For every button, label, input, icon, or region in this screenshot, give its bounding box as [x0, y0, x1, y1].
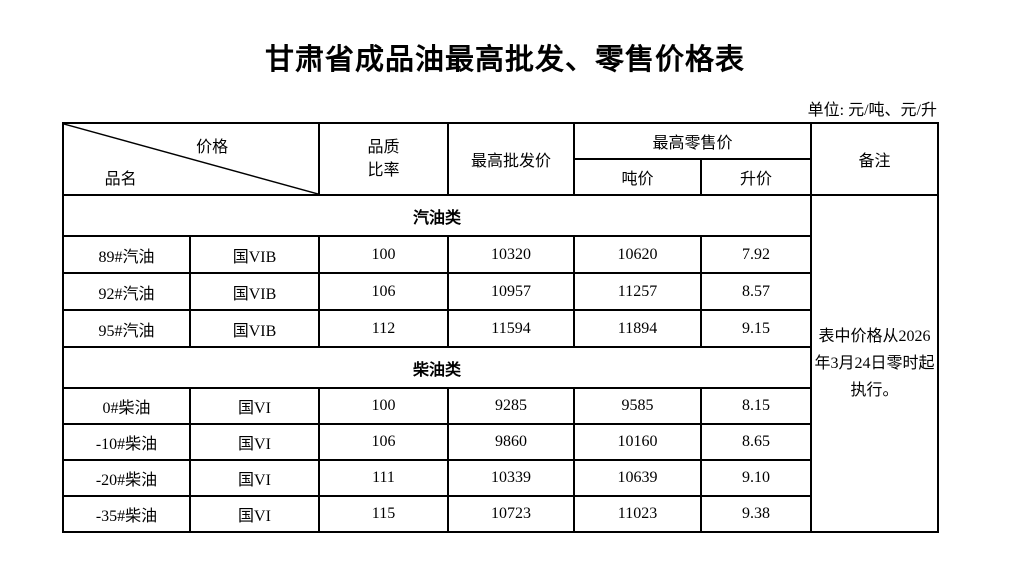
section-label-diesel: 柴油类: [62, 346, 812, 389]
cell-ratio: 100: [318, 235, 449, 274]
diagonal-line: [64, 124, 318, 194]
cell-wholesale: 9860: [447, 423, 575, 461]
remark-cell: 表中价格从2026年3月24日零时起执行。: [810, 194, 939, 533]
table-row: 92#汽油 国VIB 106 10957 11257 8.57: [62, 272, 938, 311]
cell-ton-price: 11257: [573, 272, 702, 311]
table-row: 95#汽油 国VIB 112 11594 11894 9.15: [62, 309, 938, 348]
cell-name: 0#柴油: [62, 387, 191, 425]
header-max-retail: 最高零售价: [573, 122, 812, 160]
cell-name: 89#汽油: [62, 235, 191, 274]
table-row: -35#柴油 国VI 115 10723 11023 9.38: [62, 495, 938, 533]
cell-ratio: 111: [318, 459, 449, 497]
cell-ratio: 115: [318, 495, 449, 533]
cell-ratio: 106: [318, 423, 449, 461]
cell-wholesale: 9285: [447, 387, 575, 425]
section-row-diesel: 柴油类: [62, 346, 938, 389]
cell-ton-price: 11023: [573, 495, 702, 533]
cell-name: -10#柴油: [62, 423, 191, 461]
header-quality-ratio: 品质 比率: [318, 122, 449, 196]
diagonal-label-price: 价格: [196, 139, 229, 157]
cell-ratio: 112: [318, 309, 449, 348]
cell-liter-price: 8.57: [700, 272, 812, 311]
cell-ton-price: 11894: [573, 309, 702, 348]
cell-wholesale: 10320: [447, 235, 575, 274]
cell-ratio: 106: [318, 272, 449, 311]
cell-standard: 国VI: [189, 459, 320, 497]
table-row: 0#柴油 国VI 100 9285 9585 8.15: [62, 387, 938, 425]
cell-standard: 国VIB: [189, 235, 320, 274]
cell-wholesale: 11594: [447, 309, 575, 348]
cell-ton-price: 9585: [573, 387, 702, 425]
cell-standard: 国VI: [189, 387, 320, 425]
table-row: -10#柴油 国VI 106 9860 10160 8.65: [62, 423, 938, 461]
cell-liter-price: 9.38: [700, 495, 812, 533]
cell-ratio: 100: [318, 387, 449, 425]
cell-liter-price: 8.65: [700, 423, 812, 461]
cell-name: 92#汽油: [62, 272, 191, 311]
diagonal-label-name: 品名: [104, 171, 137, 189]
cell-standard: 国VIB: [189, 272, 320, 311]
table-row: 89#汽油 国VIB 100 10320 10620 7.92: [62, 235, 938, 274]
header-max-wholesale: 最高批发价: [447, 122, 575, 196]
cell-standard: 国VI: [189, 423, 320, 461]
cell-name: -35#柴油: [62, 495, 191, 533]
cell-liter-price: 8.15: [700, 387, 812, 425]
header-remark: 备注: [810, 122, 939, 196]
cell-ton-price: 10620: [573, 235, 702, 274]
page-title: 甘肃省成品油最高批发、零售价格表: [264, 44, 745, 76]
table-row: -20#柴油 国VI 111 10339 10639 9.10: [62, 459, 938, 497]
cell-standard: 国VIB: [189, 309, 320, 348]
header-quality-ratio-line1: 品质: [367, 138, 400, 156]
header-liter-price: 升价: [700, 158, 812, 196]
cell-wholesale: 10723: [447, 495, 575, 533]
header-row-2: 吨价 升价: [63, 158, 938, 196]
cell-wholesale: 10957: [447, 272, 575, 311]
cell-name: -20#柴油: [62, 459, 191, 497]
cell-ton-price: 10639: [573, 459, 702, 497]
section-row-gasoline: 汽油类 表中价格从2026年3月24日零时起执行。: [62, 194, 939, 533]
cell-liter-price: 7.92: [700, 235, 812, 274]
cell-liter-price: 9.10: [700, 459, 812, 497]
price-table: 价格 品名 品质 比率 最高批发价 最高零售价 备注 吨价 升价 汽油类 表中价…: [62, 122, 939, 533]
header-quality-ratio-line2: 比率: [367, 162, 400, 179]
section-label-gasoline: 汽油类: [62, 194, 812, 237]
cell-ton-price: 10160: [573, 423, 702, 461]
cell-standard: 国VI: [189, 495, 320, 533]
header-ton-price: 吨价: [573, 158, 702, 196]
diagonal-header-cell: 价格 品名: [62, 122, 320, 196]
cell-wholesale: 10339: [447, 459, 575, 497]
header-row-1: 价格 品名 品质 比率 最高批发价 最高零售价 备注: [62, 122, 939, 196]
cell-liter-price: 9.15: [700, 309, 812, 348]
cell-name: 95#汽油: [62, 309, 191, 348]
unit-note: 单位: 元/吨、元/升: [807, 102, 937, 119]
